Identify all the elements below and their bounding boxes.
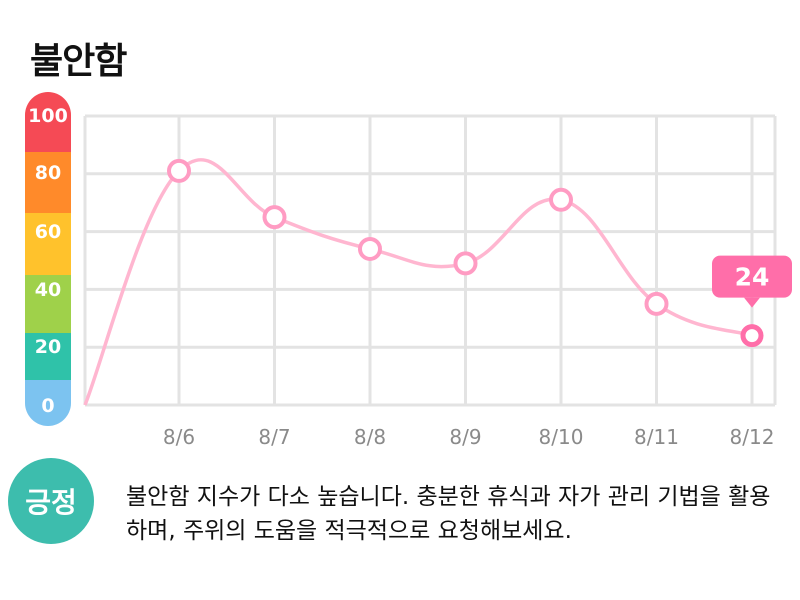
data-point: [358, 236, 382, 261]
scale-segment: [25, 92, 71, 152]
callout-pointer: [744, 297, 760, 308]
data-point: [453, 251, 478, 276]
x-tick-label: 8/12: [730, 425, 775, 449]
scale-segments: [25, 92, 71, 426]
chart-title: 불안함: [30, 41, 127, 82]
scale-segment: [25, 213, 71, 275]
x-tick-label: 8/11: [634, 425, 679, 449]
scale-segment: [25, 152, 71, 213]
x-axis-ticks: 8/6 8/7 8/8 8/9 8/10 8/11 8/12: [163, 425, 775, 449]
data-point: [167, 158, 191, 183]
anxiety-line-chart: 0 20 40 60 80 100 24 8/6 8/7 8/8 8/9 8/10 8/11 8/12: [25, 92, 792, 449]
scale-segment: [25, 333, 71, 380]
y-tick-label: 100: [28, 105, 68, 127]
x-tick-label: 8/10: [539, 425, 584, 449]
line-series: 24: [83, 158, 792, 406]
color-scale-bar: 0 20 40 60 80 100: [25, 92, 71, 426]
value-callout: 24: [712, 255, 792, 308]
series-line: [83, 158, 753, 406]
x-tick-label: 8/6: [163, 425, 195, 449]
status-badge: 긍정: [8, 458, 94, 544]
callout-box: [712, 255, 792, 298]
y-tick-label: 40: [35, 279, 61, 301]
x-tick-label: 8/8: [354, 425, 386, 449]
scale-segment: [25, 275, 71, 333]
x-tick-label: 8/9: [449, 425, 481, 449]
y-tick-label: 80: [35, 162, 61, 184]
y-tick-label: 20: [35, 336, 61, 358]
data-point: [262, 205, 287, 230]
data-point: [549, 187, 573, 212]
data-point: [644, 291, 669, 316]
y-tick-label: 60: [35, 221, 61, 243]
scale-segment: [25, 380, 71, 426]
data-point: [740, 324, 764, 348]
callout-value: 24: [735, 263, 770, 292]
x-tick-label: 8/7: [258, 425, 290, 449]
status-message: 불안함 지수가 다소 높습니다. 충분한 휴식과 자가 관리 기법을 활용하며,…: [126, 484, 771, 544]
y-tick-label: 0: [41, 395, 54, 417]
chart-grid: [83, 114, 777, 407]
